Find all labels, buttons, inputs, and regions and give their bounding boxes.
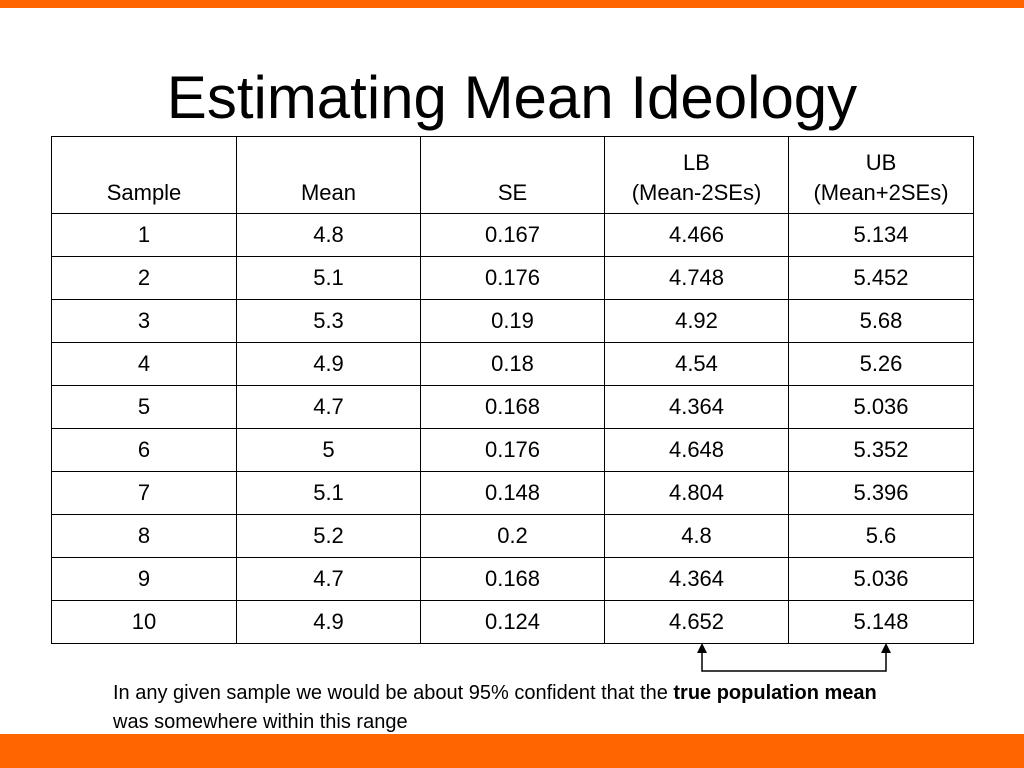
cell-se: 0.2: [420, 514, 605, 558]
cell-lb: 4.92: [604, 299, 789, 343]
cell-lb: 4.8: [604, 514, 789, 558]
cell-ub: 5.68: [788, 299, 974, 343]
cell-lb: 4.364: [604, 557, 789, 601]
cell-lb: 4.652: [604, 600, 789, 644]
note-text-start: In any given sample we would be about 95…: [113, 682, 674, 704]
cell-ub: 5.6: [788, 514, 974, 558]
cell-se: 0.18: [420, 342, 605, 386]
cell-lb: 4.466: [604, 213, 789, 257]
top-accent-bar: [0, 0, 1024, 8]
cell-lb: 4.364: [604, 385, 789, 429]
cell-se: 0.176: [420, 428, 605, 472]
cell-se: 0.148: [420, 471, 605, 515]
cell-mean: 5.2: [236, 514, 421, 558]
cell-sample: 7: [51, 471, 237, 515]
cell-mean: 4.9: [236, 600, 421, 644]
cell-mean: 5.3: [236, 299, 421, 343]
confidence-note: In any given sample we would be about 95…: [113, 679, 913, 737]
cell-mean: 4.7: [236, 557, 421, 601]
cell-se: 0.168: [420, 557, 605, 601]
cell-ub: 5.036: [788, 557, 974, 601]
cell-sample: 6: [51, 428, 237, 472]
cell-lb: 4.54: [604, 342, 789, 386]
cell-sample: 8: [51, 514, 237, 558]
cell-sample: 4: [51, 342, 237, 386]
cell-mean: 5.1: [236, 471, 421, 515]
cell-mean: 4.9: [236, 342, 421, 386]
table-row: 7 5.1 0.148 4.804 5.396: [51, 471, 974, 515]
cell-ub: 5.396: [788, 471, 974, 515]
header-lb: LB (Mean-2SEs): [604, 136, 789, 214]
note-text-end: was somewhere within this range: [113, 711, 408, 733]
table-row: 5 4.7 0.168 4.364 5.036: [51, 385, 974, 429]
cell-se: 0.168: [420, 385, 605, 429]
cell-lb: 4.748: [604, 256, 789, 300]
cell-se: 0.19: [420, 299, 605, 343]
cell-sample: 10: [51, 600, 237, 644]
cell-sample: 5: [51, 385, 237, 429]
table-row: 4 4.9 0.18 4.54 5.26: [51, 342, 974, 386]
range-bracket-arrow: [697, 643, 891, 672]
cell-mean: 5: [236, 428, 421, 472]
cell-ub: 5.26: [788, 342, 974, 386]
table-row: 6 5 0.176 4.648 5.352: [51, 428, 974, 472]
cell-mean: 4.8: [236, 213, 421, 257]
header-sample: Sample: [51, 136, 237, 214]
table-row: 2 5.1 0.176 4.748 5.452: [51, 256, 974, 300]
cell-lb: 4.804: [604, 471, 789, 515]
cell-sample: 2: [51, 256, 237, 300]
table-row: 3 5.3 0.19 4.92 5.68: [51, 299, 974, 343]
table-row: 1 4.8 0.167 4.466 5.134: [51, 213, 974, 257]
cell-lb: 4.648: [604, 428, 789, 472]
slide-title: Estimating Mean Ideology: [166, 64, 858, 131]
bottom-accent-bar: [0, 734, 1024, 768]
table-header-row: Sample Mean SE LB (Mean-2SEs) UB (Mean+2…: [51, 136, 974, 214]
header-se: SE: [420, 136, 605, 214]
cell-mean: 4.7: [236, 385, 421, 429]
cell-se: 0.176: [420, 256, 605, 300]
ideology-table: Sample Mean SE LB (Mean-2SEs) UB (Mean+2…: [51, 136, 974, 644]
header-ub: UB (Mean+2SEs): [788, 136, 974, 214]
table-row: 9 4.7 0.168 4.364 5.036: [51, 557, 974, 601]
cell-sample: 1: [51, 213, 237, 257]
cell-ub: 5.148: [788, 600, 974, 644]
cell-ub: 5.134: [788, 213, 974, 257]
cell-sample: 3: [51, 299, 237, 343]
table-row: 8 5.2 0.2 4.8 5.6: [51, 514, 974, 558]
cell-ub: 5.452: [788, 256, 974, 300]
cell-ub: 5.352: [788, 428, 974, 472]
note-text-bold: true population mean: [673, 682, 877, 704]
cell-se: 0.167: [420, 213, 605, 257]
cell-mean: 5.1: [236, 256, 421, 300]
table-body: 1 4.8 0.167 4.466 5.134 2 5.1 0.176 4.748 5.452 3 5…: [51, 213, 974, 644]
cell-sample: 9: [51, 557, 237, 601]
header-mean: Mean: [236, 136, 421, 214]
cell-se: 0.124: [420, 600, 605, 644]
cell-ub: 5.036: [788, 385, 974, 429]
table-row: 10 4.9 0.124 4.652 5.148: [51, 600, 974, 644]
